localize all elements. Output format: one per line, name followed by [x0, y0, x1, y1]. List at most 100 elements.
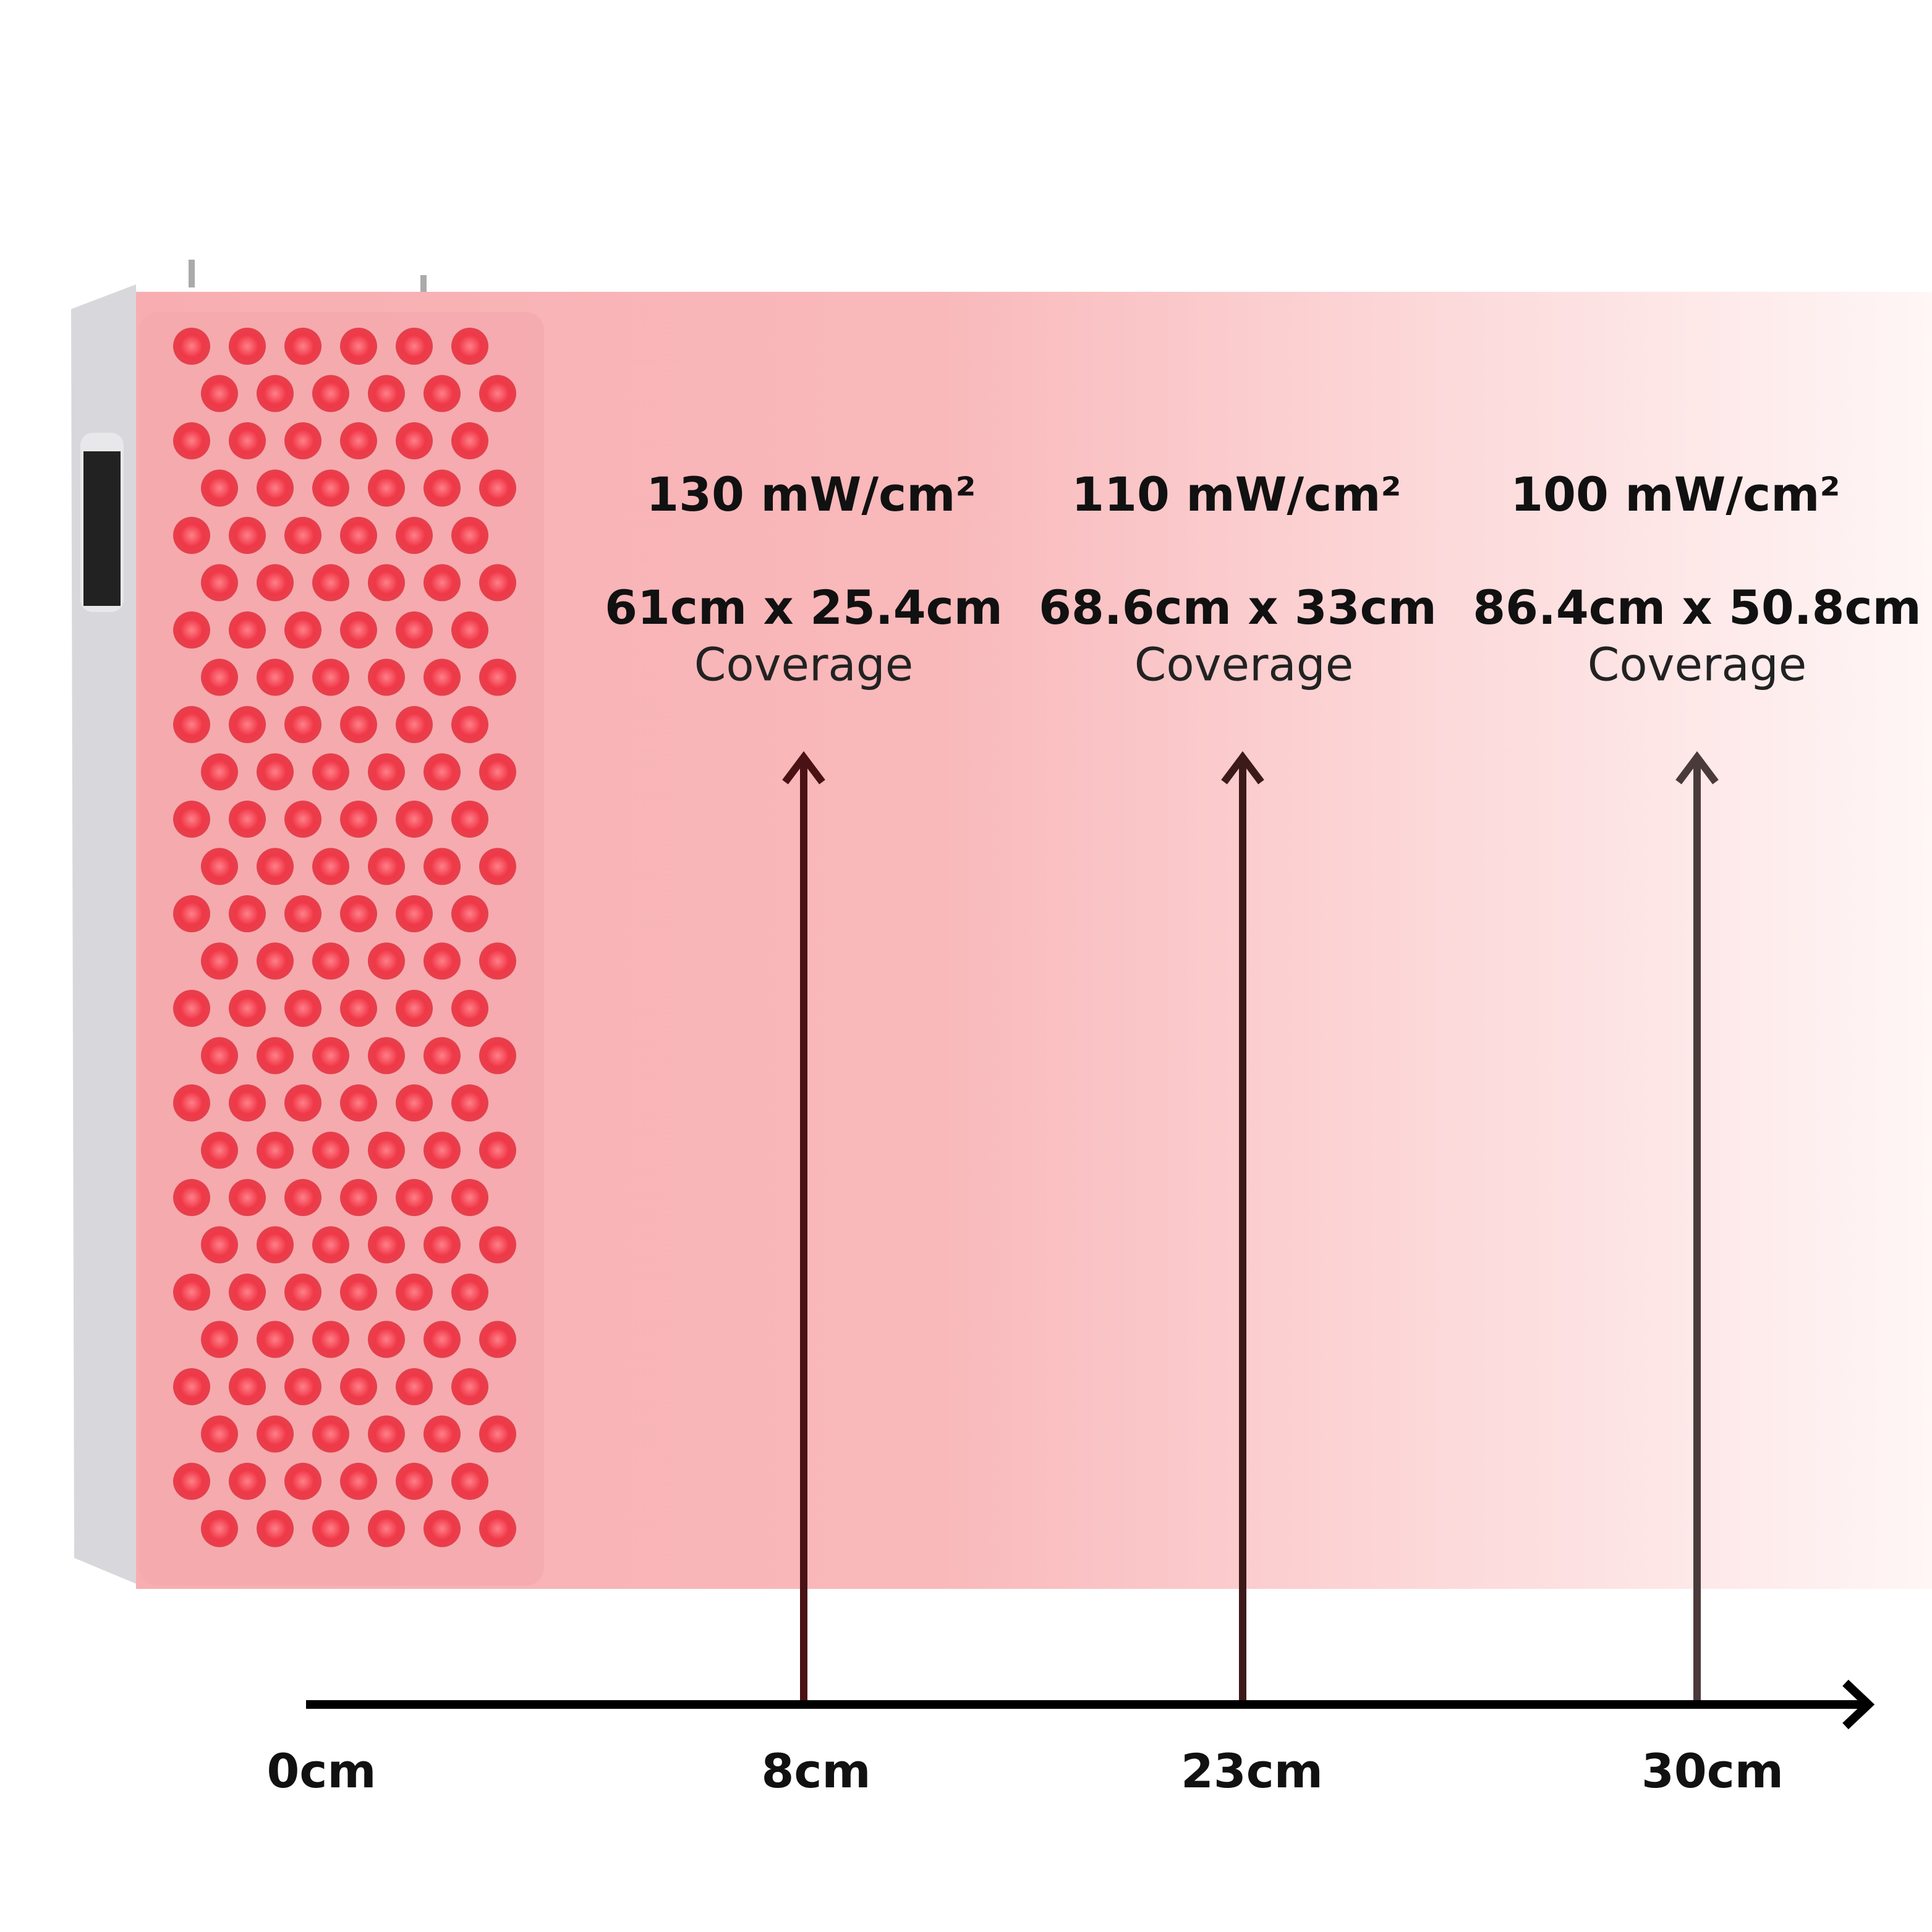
led: [229, 422, 266, 459]
distance-label: 8cm: [761, 1743, 870, 1798]
led: [284, 1084, 321, 1121]
led: [396, 1368, 433, 1405]
led: [423, 848, 461, 885]
led: [201, 942, 238, 980]
led: [201, 1510, 238, 1547]
led: [229, 706, 266, 743]
coverage-size: 61cm x 25.4cm: [605, 580, 1003, 635]
led: [312, 658, 349, 696]
led: [479, 1415, 516, 1453]
led: [340, 1084, 377, 1121]
led: [257, 1037, 294, 1075]
hook: [420, 275, 427, 300]
led: [173, 990, 210, 1027]
led: [312, 1226, 349, 1264]
led: [368, 1037, 405, 1075]
led: [257, 942, 294, 980]
arrow: [1675, 751, 1719, 1703]
led: [284, 1179, 321, 1216]
led: [284, 611, 321, 649]
led: [396, 1084, 433, 1121]
led: [340, 611, 377, 649]
led: [312, 1415, 349, 1453]
coverage-label: Coverage: [1588, 639, 1807, 692]
coverage-size: 68.6cm x 33cm: [1039, 580, 1437, 635]
led: [257, 1415, 294, 1453]
led: [201, 658, 238, 696]
led: [173, 422, 210, 459]
led: [451, 706, 488, 743]
led: [368, 848, 405, 885]
led: [396, 801, 433, 838]
distance-axis: [306, 1679, 1875, 1730]
distance-label: 30cm: [1641, 1743, 1784, 1798]
led: [479, 658, 516, 696]
led: [368, 375, 405, 412]
led: [201, 1037, 238, 1075]
led: [257, 753, 294, 791]
led: [368, 1321, 405, 1358]
led: [340, 801, 377, 838]
led: [229, 611, 266, 649]
led: [229, 990, 266, 1027]
led: [229, 801, 266, 838]
led: [173, 1463, 210, 1500]
led: [284, 422, 321, 459]
led: [284, 1368, 321, 1405]
led: [257, 564, 294, 602]
led: [479, 1131, 516, 1169]
led: [229, 1463, 266, 1500]
led: [368, 1131, 405, 1169]
led: [423, 1131, 461, 1169]
led: [451, 422, 488, 459]
led: [312, 1510, 349, 1547]
led: [423, 1415, 461, 1453]
led: [368, 753, 405, 791]
led: [257, 1131, 294, 1169]
led: [257, 1321, 294, 1358]
led: [451, 1368, 488, 1405]
led: [173, 1084, 210, 1121]
irradiance: 110 mW/cm²: [1071, 467, 1401, 522]
led: [396, 895, 433, 932]
irradiance: 100 mW/cm²: [1510, 467, 1840, 522]
led: [229, 1084, 266, 1121]
led: [340, 706, 377, 743]
led: [284, 1463, 321, 1500]
led: [368, 1226, 405, 1264]
led: [201, 1415, 238, 1453]
led: [479, 564, 516, 602]
led: [423, 1510, 461, 1547]
led: [368, 942, 405, 980]
led: [396, 1463, 433, 1500]
led: [201, 375, 238, 412]
led: [368, 1510, 405, 1547]
led: [173, 801, 210, 838]
led: [423, 1321, 461, 1358]
led: [257, 375, 294, 412]
led: [396, 1179, 433, 1216]
led: [201, 1131, 238, 1169]
led: [423, 753, 461, 791]
led: [201, 753, 238, 791]
led: [340, 1179, 377, 1216]
led: [257, 469, 294, 507]
led: [423, 942, 461, 980]
led: [451, 1084, 488, 1121]
led: [451, 1274, 488, 1311]
led: [396, 422, 433, 459]
led: [396, 990, 433, 1027]
led: [340, 517, 377, 554]
led: [396, 328, 433, 365]
led: [173, 1274, 210, 1311]
led: [451, 611, 488, 649]
led: [479, 1226, 516, 1264]
led: [451, 895, 488, 932]
led: [173, 895, 210, 932]
led: [479, 1037, 516, 1075]
led: [284, 801, 321, 838]
led: [479, 848, 516, 885]
led: [368, 469, 405, 507]
